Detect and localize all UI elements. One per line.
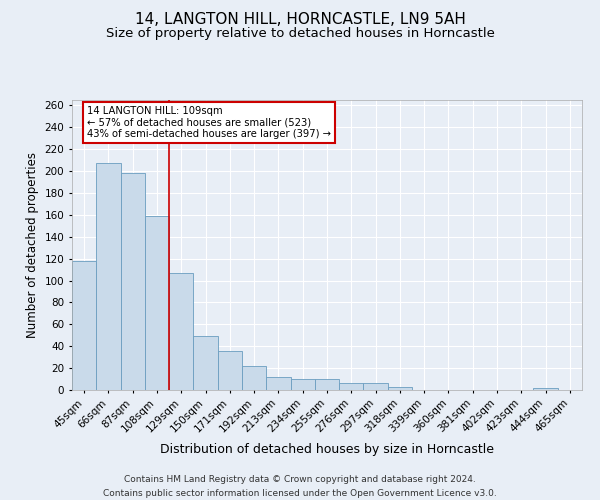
Bar [72,261,96,390]
Bar [169,273,193,390]
Bar [533,388,558,390]
Bar [145,216,169,390]
Text: 14, LANGTON HILL, HORNCASTLE, LN9 5AH: 14, LANGTON HILL, HORNCASTLE, LN9 5AH [134,12,466,28]
X-axis label: Distribution of detached houses by size in Horncastle: Distribution of detached houses by size … [160,443,494,456]
Text: Contains HM Land Registry data © Crown copyright and database right 2024.
Contai: Contains HM Land Registry data © Crown c… [103,476,497,498]
Bar [96,164,121,390]
Bar [193,336,218,390]
Bar [121,174,145,390]
Bar [364,384,388,390]
Y-axis label: Number of detached properties: Number of detached properties [26,152,39,338]
Bar [218,350,242,390]
Bar [290,379,315,390]
Text: Size of property relative to detached houses in Horncastle: Size of property relative to detached ho… [106,28,494,40]
Bar [266,377,290,390]
Bar [242,366,266,390]
Bar [339,384,364,390]
Bar [388,386,412,390]
Bar [315,379,339,390]
Text: 14 LANGTON HILL: 109sqm
← 57% of detached houses are smaller (523)
43% of semi-d: 14 LANGTON HILL: 109sqm ← 57% of detache… [88,106,331,139]
